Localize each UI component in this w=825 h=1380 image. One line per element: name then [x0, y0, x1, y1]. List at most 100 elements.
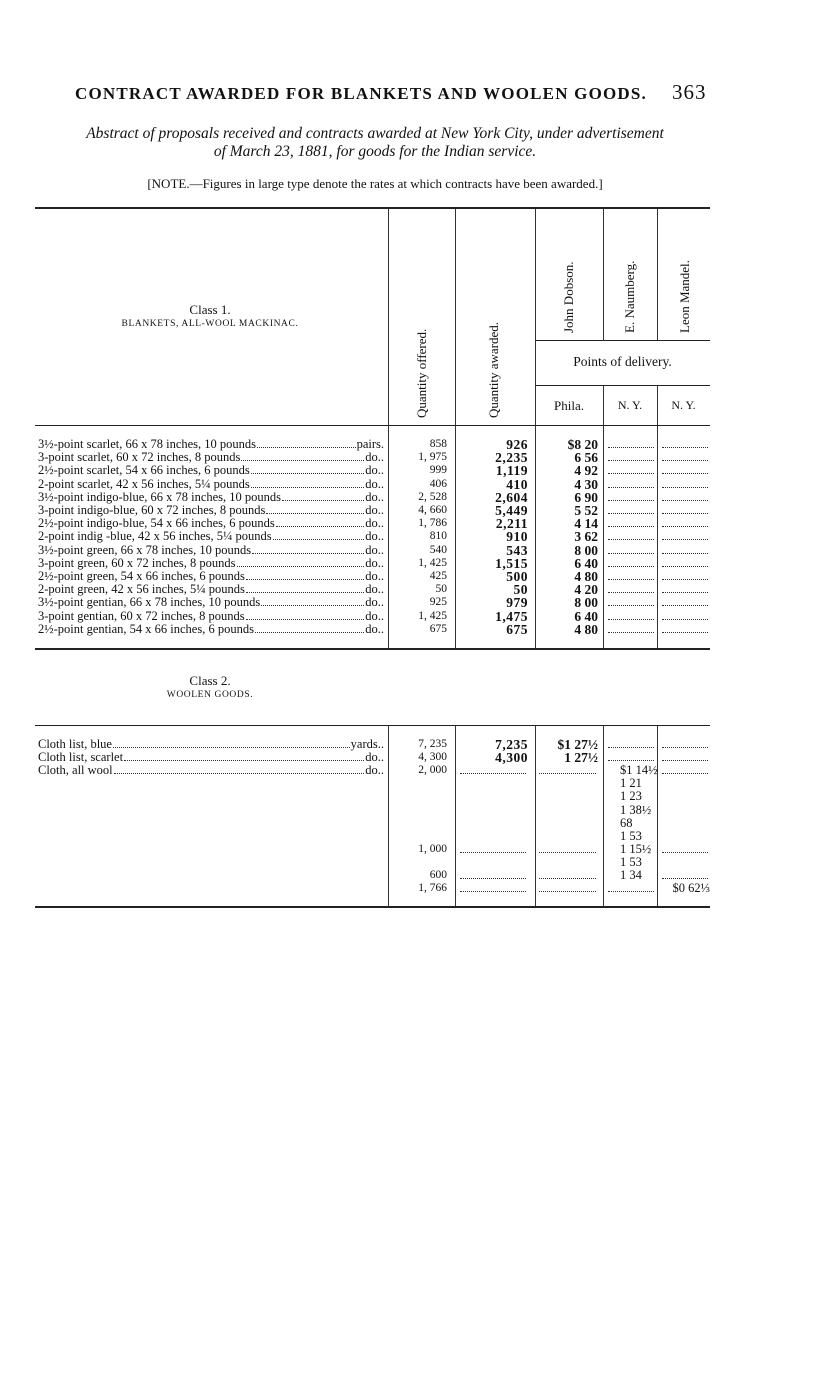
item-name: 3-point gentian, 60 x 72 inches, 8 pound… [38, 608, 245, 623]
cell-phila [535, 804, 598, 817]
item-label: 3½-point green, 66 x 78 inches, 10 pound… [38, 542, 384, 557]
cell-ny1: 1 23 [620, 789, 642, 804]
cell-phila: $8 20 [567, 437, 598, 452]
cell-ny2 [658, 451, 710, 464]
item-unit: do.. [365, 542, 384, 557]
table-row: Cloth, all wool do.. 2, 000 $1 14½ [38, 764, 710, 777]
item-label: 2-point scarlet, 42 x 56 inches, 5¼ poun… [38, 476, 384, 491]
table-row: 2½-point scarlet, 54 x 66 inches, 6 poun… [38, 463, 710, 479]
cell-ny2 [658, 570, 710, 583]
cell-awarded: 675 [506, 621, 528, 637]
cell-phila: 4 20 [574, 582, 598, 598]
item-label: 3½-point gentian, 66 x 78 inches, 10 pou… [38, 596, 384, 609]
dot-leader [261, 596, 365, 607]
cell-phila [535, 830, 598, 843]
class-2-subtitle: WOOLEN GOODS. [166, 690, 254, 700]
cell-ny2 [658, 623, 710, 636]
cell-awarded: 410 [506, 476, 528, 492]
cell-phila: 4 92 [574, 463, 598, 479]
cell-ny1 [604, 570, 656, 583]
cell-awarded: 4,300 [495, 750, 528, 766]
cell-offered: 2, 000 [418, 764, 447, 777]
cell-ny2 [658, 478, 710, 491]
class-2-title: Class 2. [189, 673, 231, 688]
item-label: 3½-point scarlet, 66 x 78 inches, 10 pou… [38, 438, 384, 451]
cell-offered: 1, 425 [418, 556, 447, 569]
cell-ny2 [658, 804, 710, 817]
running-head-title: CONTRACT AWARDED FOR BLANKETS AND WOOLEN… [75, 84, 648, 103]
column-divider [535, 726, 536, 907]
cell-ny1 [604, 882, 656, 895]
cell-ny1 [604, 478, 656, 491]
cell-ny2 [658, 504, 710, 517]
cell-ny1 [604, 491, 656, 504]
cell-offered: 4, 660 [418, 504, 447, 516]
cell-ny2 [658, 464, 710, 477]
cell-offered: 7, 235 [418, 738, 447, 750]
item-unit: do.. [365, 569, 384, 583]
table-row: 600 1 34 [38, 869, 710, 882]
table-row: 3-point green, 60 x 72 inches, 8 pounds d… [38, 556, 710, 570]
cell-offered: 1, 975 [418, 451, 447, 464]
table-row: 2-point scarlet, 42 x 56 inches, 5¼ poun… [38, 476, 710, 492]
item-label: 2½-point green, 54 x 66 inches, 6 pounds… [38, 570, 384, 583]
item-name: 2-point scarlet, 42 x 56 inches, 5¼ poun… [38, 476, 250, 491]
item-name: 2-point green, 42 x 56 inches, 5¼ pounds [38, 582, 245, 597]
table-row: 68 [38, 816, 710, 830]
column-divider [388, 209, 389, 650]
cell-offered: 999 [429, 464, 447, 477]
class-1-heading: Class 1. BLANKETS, ALL-WOOL MACKINAC. [35, 303, 385, 331]
cell-ny2 [658, 530, 710, 543]
cell-ny2 [658, 869, 710, 882]
cell-phila: 6 40 [574, 608, 598, 624]
cell-phila: 4 80 [574, 621, 598, 637]
cell-awarded [456, 856, 528, 869]
dot-leader [113, 764, 365, 775]
column-divider [657, 209, 658, 340]
subtitle-line-1: Abstract of proposals received and contr… [86, 125, 664, 142]
cell-ny1 [604, 583, 656, 596]
column-divider [603, 209, 604, 340]
dot-leader [245, 570, 365, 580]
item-label: 2½-point indigo-blue, 54 x 66 inches, 6 … [38, 517, 384, 530]
item-label: 2½-point gentian, 54 x 66 inches, 6 poun… [38, 622, 384, 636]
table-row: 1, 766 $0 62⅓ [38, 882, 710, 895]
cell-phila: 5 52 [574, 503, 598, 518]
dot-leader [236, 557, 365, 567]
item-unit: do.. [365, 763, 384, 778]
cell-awarded [456, 817, 528, 830]
dot-leader [254, 623, 365, 633]
cell-ny1 [604, 530, 656, 543]
item-name: 3-point scarlet, 60 x 72 inches, 8 pound… [38, 450, 241, 465]
cell-ny2 [658, 517, 710, 530]
table-row: 3½-point gentian, 66 x 78 inches, 10 pou… [38, 596, 710, 610]
item-label: Cloth, all wool do.. [38, 764, 384, 777]
table-row: Cloth list, scarlet do.. 4, 300 4,300 1 27½ [38, 751, 710, 764]
table-row: 1 21 [38, 777, 710, 790]
cell-phila: 4 30 [574, 476, 598, 492]
table-top-rule [35, 207, 710, 209]
header-bidder-john-dobson: John Dobson. [561, 261, 576, 333]
cell-offered [390, 830, 447, 843]
item-unit: yards.. [350, 737, 384, 751]
cell-ny1 [604, 451, 656, 464]
cell-ny2 [658, 491, 710, 504]
class-2-top-rule [35, 725, 710, 726]
column-divider [535, 209, 536, 650]
table-row: 1 38½ [38, 803, 710, 817]
cell-ny1 [604, 517, 656, 530]
cell-awarded: 5,449 [495, 503, 528, 518]
note: [NOTE.—Figures in large type denote the … [147, 176, 603, 191]
dot-leader [266, 504, 365, 514]
item-unit: do.. [365, 503, 384, 517]
item-name: 3½-point gentian, 66 x 78 inches, 10 pou… [38, 595, 261, 610]
cell-offered [390, 804, 447, 817]
cell-phila: 4 80 [574, 569, 598, 584]
cell-awarded [456, 869, 528, 882]
cell-phila [535, 856, 598, 869]
table-row: 3½-point scarlet, 66 x 78 inches, 10 pou… [38, 438, 710, 451]
cell-awarded: 2,604 [495, 489, 528, 505]
cell-phila: 8 00 [574, 542, 598, 558]
item-label: 3-point scarlet, 60 x 72 inches, 8 pound… [38, 451, 384, 464]
header-delivery-ny: N. Y. [617, 398, 643, 412]
